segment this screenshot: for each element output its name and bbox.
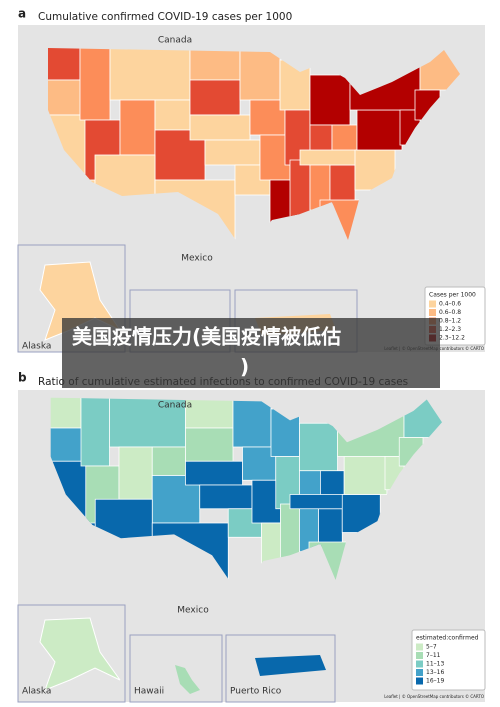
legend-box xyxy=(411,629,486,691)
hawaii-shape xyxy=(175,665,200,694)
legend-swatch xyxy=(416,660,423,668)
legend-label: 5–7 xyxy=(426,644,437,651)
legend-title: estimated:confirmed xyxy=(416,635,479,642)
legend-swatch xyxy=(429,309,436,316)
legend-label: 1.2–2.3 xyxy=(439,326,461,333)
legend-label: 0.4–0.6 xyxy=(439,301,461,308)
legend-swatch xyxy=(429,300,436,308)
legend-label: 13–16 xyxy=(426,669,444,676)
legend-swatch xyxy=(416,652,423,659)
inset-label: Alaska xyxy=(22,687,51,697)
puerto-rico-shape xyxy=(255,655,326,676)
banner-text: ) xyxy=(240,355,249,379)
legend-label: 0.6–0.8 xyxy=(439,309,461,316)
legend-swatch xyxy=(416,677,423,685)
panel-label: b xyxy=(18,371,27,385)
legend-label: 16–19 xyxy=(426,678,444,685)
legend-label: 0.8–1.2 xyxy=(439,318,461,325)
legend-swatch xyxy=(416,669,423,676)
labels: a Cumulative confirmed COVID-19 cases per… xyxy=(18,7,486,699)
legend-title: Cases per 1000 xyxy=(429,292,476,299)
legend-swatch xyxy=(416,643,423,651)
legend-label: 7–11 xyxy=(426,652,441,659)
place-label: Canada xyxy=(158,36,192,46)
place-label: Canada xyxy=(158,401,192,411)
inset-label: Hawaii xyxy=(134,687,164,697)
inset-label: Puerto Rico xyxy=(230,687,282,697)
inset-label: Alaska xyxy=(22,342,51,352)
banner-bg xyxy=(62,318,440,388)
legend-label: 2.3–12.2 xyxy=(439,335,465,342)
place-label: Mexico xyxy=(181,254,213,264)
place-label: Mexico xyxy=(177,606,209,616)
legend-label: 11–13 xyxy=(426,661,444,668)
banner-text: 美国疫情压力(美国疫情被低估 xyxy=(72,325,341,349)
panel-title: Cumulative confirmed COVID-19 cases per … xyxy=(38,11,292,23)
alaska-shape xyxy=(39,617,121,691)
attribution: Leaflet | © OpenStreetMap contributors ©… xyxy=(384,694,484,699)
panel-label: a xyxy=(18,7,26,21)
